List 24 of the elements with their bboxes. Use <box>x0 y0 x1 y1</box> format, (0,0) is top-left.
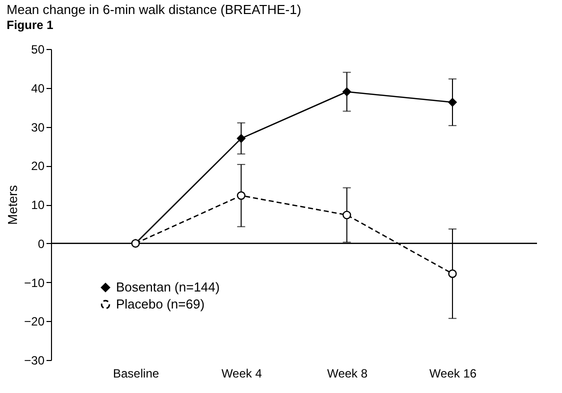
y-tick-label: 50 <box>31 42 45 56</box>
point <box>342 210 352 220</box>
point <box>236 134 246 143</box>
y-tick-label: 0 <box>38 236 45 251</box>
caption: Figure 1 <box>6 18 54 32</box>
chart-title: Mean change in 6-min walk distance (BREATHE-1) <box>6 2 302 17</box>
point <box>342 87 352 96</box>
y-tick-label: −20 <box>24 314 45 329</box>
x-tick-label: Week 16 <box>429 366 477 380</box>
x-tick-label: Baseline <box>113 366 160 380</box>
y-tick-label: 20 <box>31 159 45 174</box>
x-tick-label: Week 8 <box>327 366 368 380</box>
point <box>448 98 457 107</box>
y-tick-label: 30 <box>31 120 45 134</box>
y-axis-title: Meters <box>5 184 20 225</box>
y-tick-label: 40 <box>31 81 45 96</box>
point <box>236 191 246 200</box>
y-tick-label: −10 <box>24 276 45 290</box>
legend-label: Placebo (n=69) <box>116 296 205 312</box>
point <box>448 269 457 278</box>
y-tick-label: −30 <box>24 354 45 368</box>
y-tick-label: 10 <box>31 198 45 212</box>
legend-label: Bosentan (n=144) <box>116 280 220 294</box>
x-tick-label: Week 4 <box>221 366 262 380</box>
